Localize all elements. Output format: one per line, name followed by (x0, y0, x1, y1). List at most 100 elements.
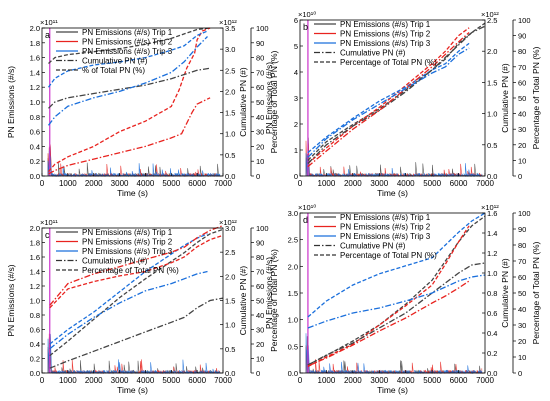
x-tick-label: 0 (298, 179, 303, 188)
pn-emission-trip-3 (305, 153, 483, 178)
x-tick-label: 1000 (59, 179, 77, 188)
x-tick-label: 1000 (318, 179, 336, 188)
pn-emission-trip-3 (47, 333, 221, 375)
legend: PN Emissions (#/s) Trip 1PN Emissions (#… (56, 228, 179, 275)
x-tick-label: 2000 (85, 376, 103, 385)
y1-axis-label: PN Emissions (#/s) (6, 264, 16, 336)
x-tick-label: 3000 (370, 376, 388, 385)
y3-tick-label: 70 (518, 63, 526, 72)
legend-entry: PN Emissions (#/s) Trip 3 (340, 232, 431, 241)
y3-tick-label: 100 (518, 16, 531, 25)
y1-tick-label: 1.0 (288, 316, 298, 325)
y1-tick-label: 0.8 (30, 311, 40, 320)
legend-entry: PN Emissions (#/s) Trip 2 (82, 238, 173, 247)
x-tick-label: 7000 (214, 179, 232, 188)
legend-entry: Cumulative PN (#) (340, 242, 406, 251)
legend-entry: Percentage of Total PN (%) (82, 266, 179, 275)
x-tick-label: 4000 (397, 179, 415, 188)
y2-tick-label: 2.5 (225, 66, 235, 75)
y1-tick-label: 0.4 (30, 142, 40, 151)
y3-tick-label: 40 (256, 113, 264, 122)
y2-tick-label: 2.0 (487, 47, 497, 56)
y2-axis-label: Cumulative PN (#) (500, 63, 510, 133)
y2-tick-label: 1.0 (487, 110, 497, 119)
y2-tick-label: 3.0 (225, 45, 235, 54)
y3-tick-label: 70 (518, 257, 526, 266)
y2-tick-label: 1.5 (225, 297, 235, 306)
y3-tick-label: 10 (256, 157, 264, 166)
series-line-1 (48, 27, 211, 64)
y3-tick-label: 60 (518, 273, 526, 282)
x-tick-label: 7000 (476, 179, 494, 188)
y2-tick-label: 0.5 (225, 151, 235, 160)
y1-tick-label: 2.5 (288, 236, 298, 245)
legend-entry: Percentage of Total PN (%) (340, 251, 437, 260)
series-line-2 (48, 27, 211, 173)
y3-tick-label: 50 (256, 297, 264, 306)
legend: PN Emissions (#/s) Trip 1PN Emissions (#… (314, 20, 437, 67)
series-line-2 (49, 234, 224, 309)
y1-tick-label: 1.6 (30, 253, 40, 262)
y2-tick-label: 2.0 (225, 272, 235, 281)
series-line-6 (49, 270, 208, 350)
y2-tick-label: 2.0 (225, 87, 235, 96)
y1-tick-label: 1 (294, 146, 298, 155)
x-tick-label: 4000 (137, 376, 155, 385)
series-line-5 (48, 97, 211, 175)
y3-tick-label: 100 (256, 24, 269, 33)
y3-tick-label: 40 (256, 311, 264, 320)
y1-tick-label: 0.8 (30, 113, 40, 122)
y1-tick-label: 6 (294, 16, 298, 25)
y2-tick-label: 0.0 (225, 369, 235, 378)
y3-tick-label: 40 (518, 110, 526, 119)
y2-tick-label: 1.6 (487, 209, 497, 218)
y3-tick-label: 40 (518, 305, 526, 314)
y1-tick-label: 1.8 (30, 239, 40, 248)
legend-entry: Cumulative PN (#) (82, 257, 148, 266)
legend-entry: PN Emissions (#/s) Trip 3 (340, 39, 431, 48)
series-line-1 (307, 22, 486, 161)
x-tick-label: 0 (40, 179, 45, 188)
pn-emission-traces (305, 333, 483, 375)
x-axis-label: Time (s) (377, 188, 408, 198)
y2-tick-label: 2.5 (225, 248, 235, 257)
x-axis-label: Time (s) (117, 385, 148, 395)
series-line-4 (48, 67, 211, 109)
y3-tick-label: 90 (518, 225, 526, 234)
y2-tick-label: 0.2 (487, 349, 497, 358)
legend-entry: PN Emissions (#/s) Trip 1 (82, 28, 173, 37)
series-line-3 (307, 42, 470, 154)
y2-tick-label: 0.0 (487, 369, 497, 378)
y3-tick-label: 30 (256, 128, 264, 137)
y2-tick-label: 1.4 (487, 229, 497, 238)
series-line-5 (307, 280, 470, 367)
legend: PN Emissions (#/s) Trip 1PN Emissions (#… (314, 213, 437, 260)
series-line-6 (47, 36, 208, 126)
legend-entry: Cumulative PN (#) (82, 57, 148, 66)
y1-tick-label: 1.4 (30, 268, 40, 277)
y3-tick-label: 10 (518, 353, 526, 362)
y3-tick-label: 90 (256, 239, 264, 248)
series-line-4 (49, 297, 224, 369)
y2-tick-label: 0.5 (225, 345, 235, 354)
y3-tick-label: 30 (518, 321, 526, 330)
y3-tick-label: 90 (518, 32, 526, 41)
y1-axis-label: PN Emissions (#/s) (264, 257, 274, 329)
y1-tick-label: 1.4 (30, 68, 40, 77)
y1-tick-label: 0.0 (30, 172, 40, 181)
y3-tick-label: 20 (518, 337, 526, 346)
series-line-5 (49, 224, 224, 306)
y2-tick-label: 1.5 (225, 109, 235, 118)
y1-tick-label: 1.6 (30, 54, 40, 63)
x-tick-label: 5000 (162, 179, 180, 188)
x-tick-label: 6000 (188, 179, 206, 188)
series-line-2 (307, 225, 470, 368)
y3-axis-label: Percentage of Total PN (%) (531, 241, 541, 344)
y1-tick-label: 0.0 (30, 369, 40, 378)
x-axis-label: Time (s) (377, 385, 408, 395)
y3-tick-label: 80 (256, 253, 264, 262)
y1-tick-label: 1.5 (288, 289, 298, 298)
x-tick-label: 0 (298, 376, 303, 385)
